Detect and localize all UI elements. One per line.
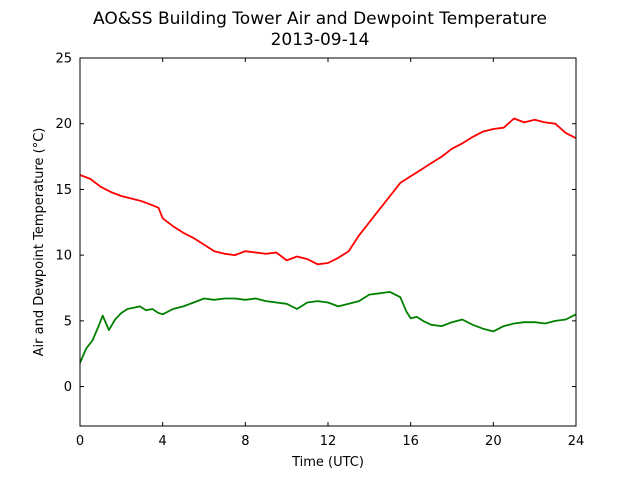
x-tick-label: 12	[320, 434, 337, 449]
y-tick-label: 25	[55, 52, 72, 67]
y-tick-label: 20	[55, 117, 72, 132]
x-tick-label: 4	[159, 434, 167, 449]
x-tick-label: 24	[568, 434, 585, 449]
y-tick-label: 15	[55, 183, 72, 198]
y-tick-label: 5	[64, 314, 72, 329]
x-tick-label: 8	[241, 434, 249, 449]
x-axis-label: Time (UTC)	[291, 455, 364, 470]
series-layer	[79, 117, 577, 364]
ticks-layer: 0 4 8 12 16 20 24 0 5 10 15 20 25	[55, 52, 584, 450]
plot-frame	[79, 57, 577, 427]
chart-subtitle: 2013-09-14	[271, 30, 370, 50]
x-tick-label: 16	[402, 434, 419, 449]
series-line-1	[79, 291, 577, 364]
y-tick-label: 10	[55, 249, 72, 264]
x-tick-label: 20	[485, 434, 502, 449]
x-tick-label: 0	[76, 434, 84, 449]
y-axis-label: Air and Dewpoint Temperature (°C)	[32, 128, 47, 357]
y-tick-label: 0	[64, 380, 72, 395]
series-line-0	[79, 117, 577, 266]
chart-title: AO&SS Building Tower Air and Dewpoint Te…	[93, 9, 547, 29]
